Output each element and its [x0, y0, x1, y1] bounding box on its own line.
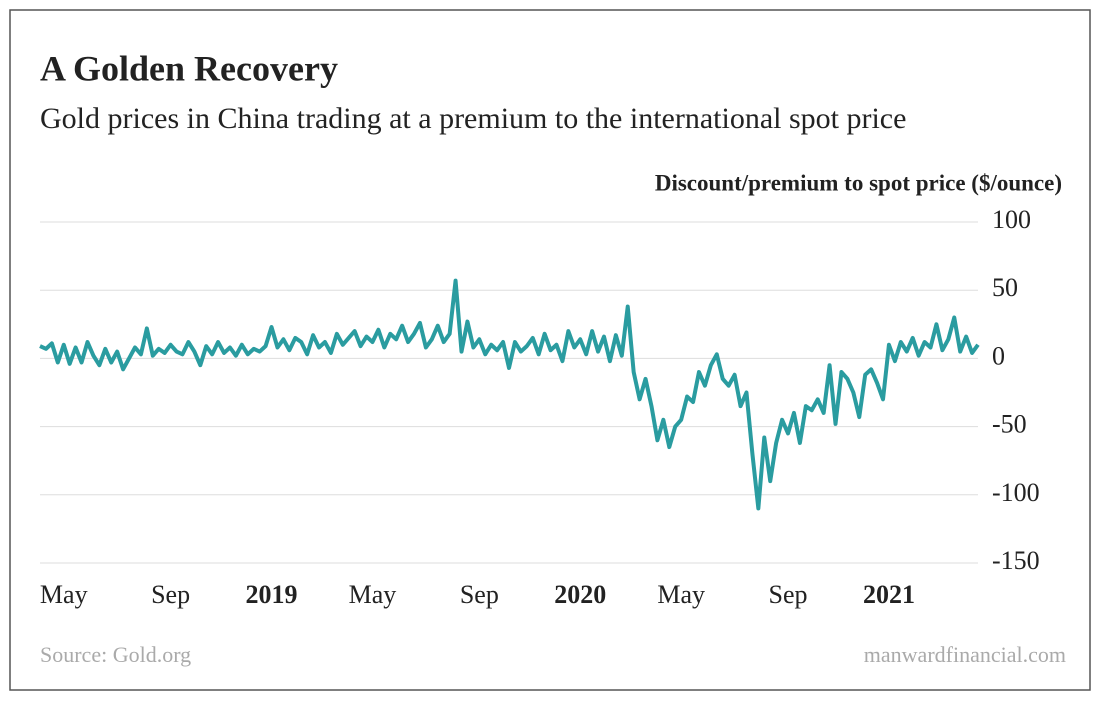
y-tick-label: 50	[992, 273, 1018, 302]
data-line	[39, 278, 980, 511]
y-tick-label: -50	[992, 410, 1027, 439]
chart-title: A Golden Recovery	[40, 48, 338, 88]
credit: manwardfinancial.com	[864, 642, 1066, 667]
x-tick-label: Sep	[151, 580, 190, 609]
x-tick-label: May	[349, 580, 397, 609]
source: Source: Gold.org	[40, 642, 191, 667]
chart-subtitle: Gold prices in China trading at a premiu…	[40, 102, 906, 135]
x-tick-label: Sep	[769, 580, 808, 609]
x-tick-label: 2019	[246, 580, 298, 609]
y-axis-label: Discount/premium to spot price ($/ounce)	[655, 170, 1062, 195]
y-tick-label: -150	[992, 546, 1040, 575]
x-tick-label: May	[40, 580, 88, 609]
y-tick-label: 0	[992, 341, 1005, 370]
y-tick-label: -100	[992, 478, 1040, 507]
y-tick-label: 100	[992, 205, 1031, 234]
x-tick-label: May	[657, 580, 705, 609]
x-tick-label: 2021	[863, 580, 915, 609]
x-tick-label: Sep	[460, 580, 499, 609]
x-tick-label: 2020	[554, 580, 606, 609]
